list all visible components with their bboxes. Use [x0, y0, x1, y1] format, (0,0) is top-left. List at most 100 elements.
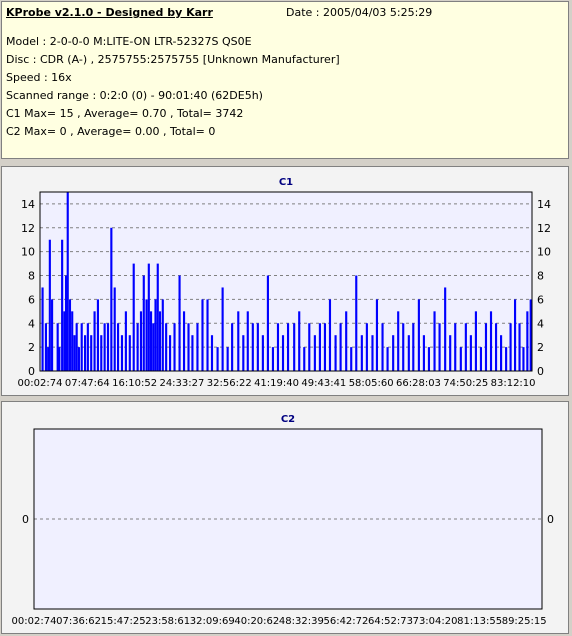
c1-bar [103, 323, 106, 371]
disc-line: Disc : CDR (A-) , 2575755:2575755 [Unkno… [6, 53, 340, 66]
c1-bar [93, 311, 96, 371]
c1-bar [505, 347, 508, 371]
c1-y-tick-label-left: 2 [28, 341, 35, 354]
c1-bar [139, 311, 143, 371]
c1-y-tick-label-left: 10 [21, 246, 35, 259]
c1-bar [44, 323, 47, 371]
c1-bar [464, 323, 467, 371]
c1-bar [142, 275, 145, 371]
c1-bar [323, 323, 327, 371]
c1-bar [261, 335, 264, 371]
c1-bar [47, 347, 50, 371]
c1-y-tick-label-right: 2 [537, 341, 544, 354]
c1-bar [226, 347, 229, 371]
c1-x-tick-label: 32:56:22 [207, 378, 252, 389]
c2-x-tick-label: 32:09:69 [190, 616, 235, 627]
c1-bar [266, 275, 269, 371]
c1-bar [242, 335, 245, 371]
c1-x-tick-label: 74:50:25 [443, 378, 488, 389]
c1-bar [66, 192, 69, 371]
c1-bar [313, 335, 316, 371]
c1-bar [132, 263, 135, 371]
c1-bar [161, 299, 164, 371]
c1-bar [201, 299, 204, 371]
c1-bar [350, 347, 353, 371]
c1-bar [158, 311, 162, 371]
c1-bar [165, 323, 168, 371]
c1-bar [64, 275, 68, 371]
c1-bar [360, 335, 363, 371]
c1-x-tick-label: 66:28:03 [396, 378, 441, 389]
c1-bar [75, 323, 78, 371]
c1-bar [281, 335, 285, 371]
c2-y-tick-label-left: 0 [22, 513, 29, 526]
c1-bar [256, 323, 259, 371]
c1-bar [100, 335, 103, 371]
c1-bar [365, 323, 368, 371]
c1-bar [221, 287, 224, 371]
c1-bar [210, 335, 214, 371]
c1-y-tick-label-right: 8 [537, 270, 544, 283]
c2-x-tick-label: 23:58:61 [145, 616, 190, 627]
c1-y-tick-label-right: 14 [537, 198, 551, 211]
c1-bar [386, 347, 389, 371]
c1-x-tick-label: 83:12:10 [491, 378, 536, 389]
c1-bar [145, 299, 148, 371]
c2-plot-frame [33, 428, 543, 610]
c2-x-tick-label: 81:13:55 [457, 616, 502, 627]
c1-bar [149, 311, 153, 371]
c1-bar [80, 323, 83, 371]
c1-bar [355, 275, 358, 371]
c2-chart: C2 0 0 00:02:74 07:36:62 15:47:25 23:58:61 32:0… [12, 414, 554, 627]
c1-bar [522, 347, 525, 371]
c1-bar [276, 323, 280, 371]
c1-y-tick-label-left: 6 [28, 293, 35, 306]
c1-bar [83, 335, 87, 371]
c1-bar [63, 311, 66, 371]
c1-x-tick-label: 00:02:74 [18, 378, 63, 389]
c2-x-tick-label: 40:20:62 [234, 616, 279, 627]
c2-y-tick-label-right: 0 [547, 513, 554, 526]
info-panel: KProbe v2.1.0 - Designed by Karr Date : … [1, 1, 569, 159]
c1-bar [246, 311, 249, 371]
c1-bar [152, 323, 155, 371]
c1-bar [449, 335, 452, 371]
c1-bar [86, 323, 89, 371]
c1-bar [402, 323, 405, 371]
c1-bar [56, 323, 59, 371]
c1-y-tick-label-left: 12 [21, 222, 35, 235]
scan-date: Date : 2005/04/03 5:25:29 [286, 6, 433, 19]
c1-bar [58, 347, 61, 371]
c1-x-tick-label: 58:05:60 [349, 378, 394, 389]
c2-x-tick-label: 15:47:25 [101, 616, 146, 627]
c1-x-tick-label: 41:19:40 [254, 378, 299, 389]
c1-bar [422, 335, 425, 371]
c1-bar [173, 323, 176, 371]
c1-bar [407, 335, 410, 371]
c2-x-tick-label: 48:32:39 [279, 616, 324, 627]
c1-y-tick-label-left: 4 [28, 317, 35, 330]
c1-bar [529, 299, 532, 371]
c1-bar [136, 323, 139, 371]
c1-bar [48, 239, 51, 371]
c1-bar [286, 323, 290, 371]
c1-y-tick-label-right: 0 [537, 365, 544, 378]
c1-bar [154, 299, 157, 371]
c1-bar [392, 335, 395, 371]
c1-bar [187, 323, 190, 371]
c1-bar [237, 311, 240, 371]
c1-bar [110, 227, 113, 371]
c2-chart-panel: C2 0 0 00:02:74 07:36:62 15:47:25 23:58:61 32:0… [1, 401, 569, 634]
c1-bar [96, 299, 99, 371]
c1-bar [231, 323, 234, 371]
c1-bar [178, 275, 181, 371]
c1-plot-frame [39, 191, 533, 372]
c1-bar [191, 335, 194, 371]
c2-x-tick-label: 00:02:74 [12, 616, 57, 627]
c1-bar [182, 311, 186, 371]
c1-bar [438, 323, 441, 371]
c1-bar [206, 299, 209, 371]
c1-bar [494, 323, 498, 371]
c1-bar [444, 287, 447, 371]
c1-bar [381, 323, 384, 371]
